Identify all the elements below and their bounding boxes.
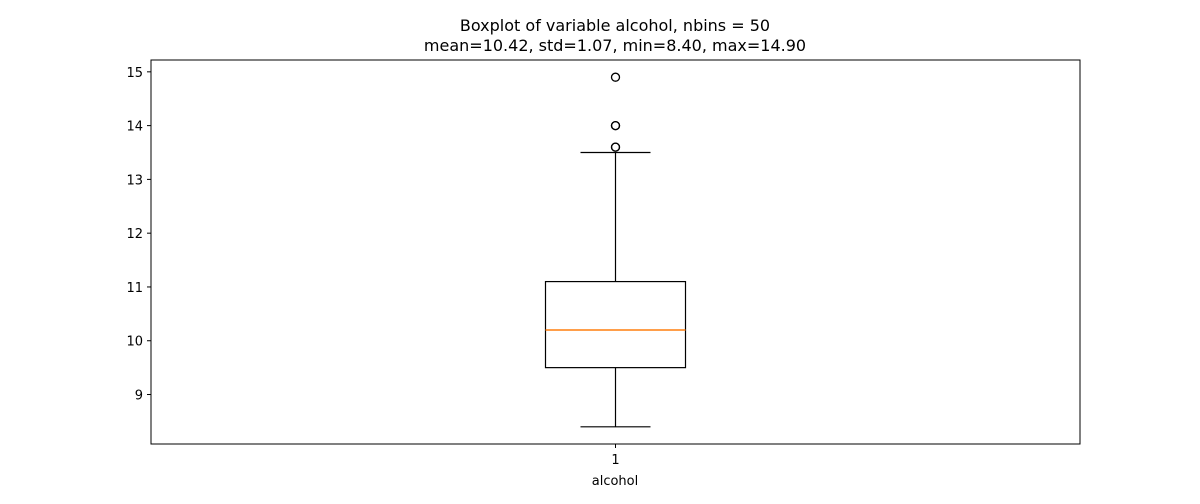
- y-tick-label: 13: [126, 173, 143, 188]
- y-tick-label: 9: [135, 389, 143, 404]
- y-tick-label: 12: [126, 227, 143, 242]
- plot-area: 9 10 11 12 13 14 15 1: [126, 59, 1081, 468]
- chart-title: Boxplot of variable alcohol, nbins = 50: [460, 16, 770, 35]
- outlier-point: [610, 72, 621, 82]
- y-tick-label: 11: [126, 281, 143, 296]
- y-tick-label: 10: [126, 335, 143, 350]
- iqr-box: [544, 280, 687, 369]
- y-tick-label: 14: [126, 120, 143, 135]
- y-tick-label: 15: [126, 66, 143, 81]
- outlier-point: [610, 142, 621, 152]
- outlier-point: [610, 120, 621, 131]
- x-axis-label: alcohol: [592, 474, 638, 489]
- x-tick-label: 1: [611, 453, 619, 468]
- chart-subtitle: mean=10.42, std=1.07, min=8.40, max=14.9…: [424, 36, 806, 55]
